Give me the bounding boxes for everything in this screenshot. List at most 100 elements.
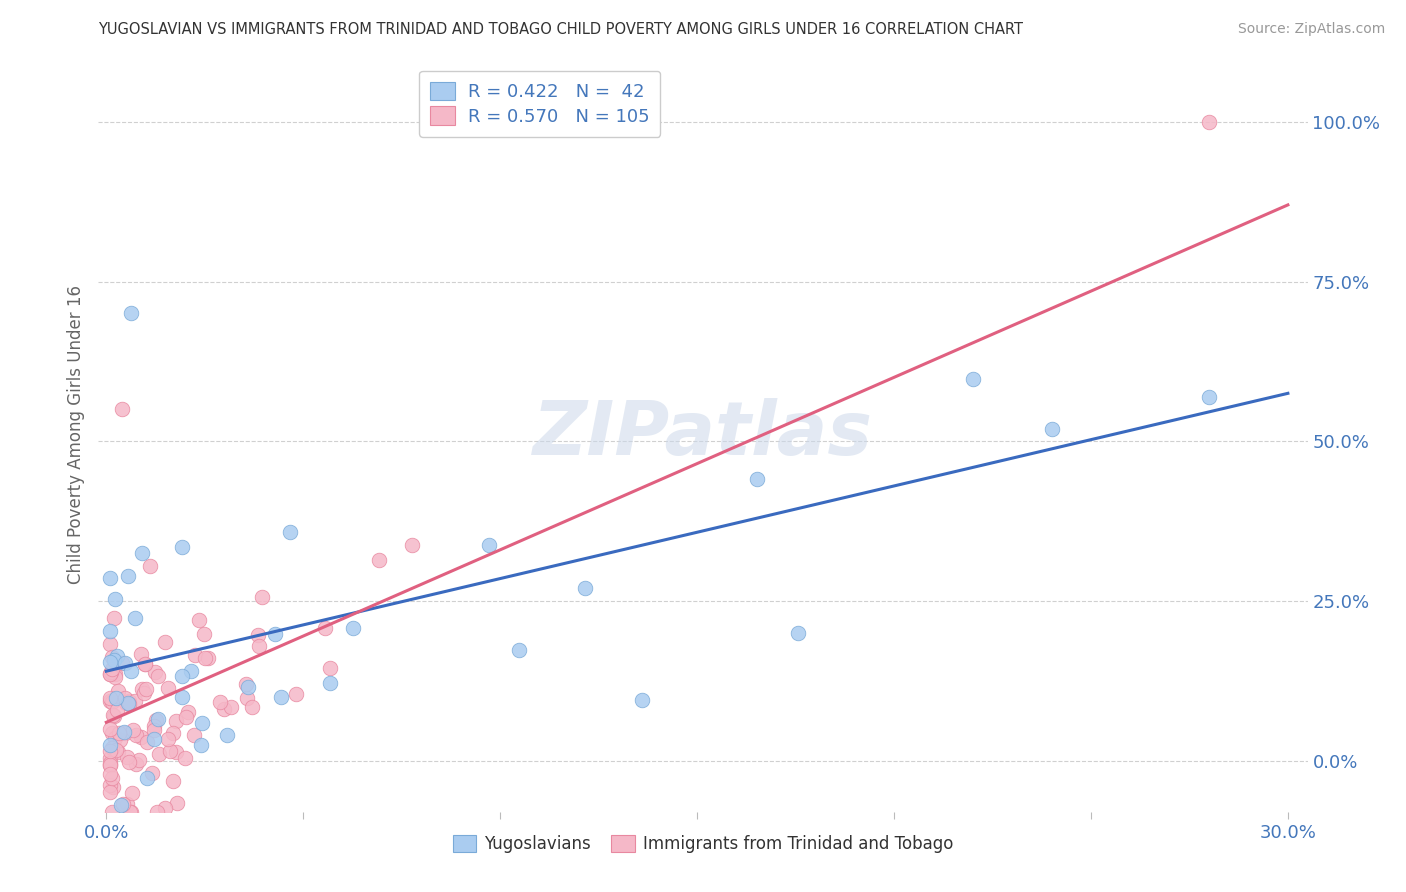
Text: ZIPatlas: ZIPatlas <box>533 399 873 471</box>
Point <box>98 739 121 753</box>
Legend: Yugoslavians, Immigrants from Trinidad and Tobago: Yugoslavians, Immigrants from Trinidad a… <box>446 829 960 860</box>
Point <box>129 730 152 744</box>
Point <box>98 767 121 781</box>
Point <box>235 690 257 705</box>
Point <box>125 756 148 771</box>
Point <box>101 741 124 756</box>
Point <box>98 693 121 707</box>
Point <box>110 798 132 813</box>
Point <box>157 731 180 746</box>
Text: Source: ZipAtlas.com: Source: ZipAtlas.com <box>1237 22 1385 37</box>
Point <box>104 731 127 745</box>
Point <box>98 723 121 737</box>
Point <box>118 756 141 770</box>
Point <box>111 402 134 417</box>
Point <box>121 786 143 800</box>
Point <box>122 723 145 738</box>
Point <box>105 703 128 717</box>
Point <box>125 728 148 742</box>
Point <box>1198 390 1220 404</box>
Point <box>319 661 342 675</box>
Point <box>263 627 285 641</box>
Point <box>104 670 127 684</box>
Point <box>174 709 197 723</box>
Point <box>153 801 176 815</box>
Point <box>114 690 136 705</box>
Point <box>98 690 121 705</box>
Point <box>111 797 134 811</box>
Point <box>101 772 124 786</box>
Point <box>143 731 166 746</box>
Point <box>155 635 177 649</box>
Point <box>141 766 163 780</box>
Text: YUGOSLAVIAN VS IMMIGRANTS FROM TRINIDAD AND TOBAGO CHILD POVERTY AMONG GIRLS UND: YUGOSLAVIAN VS IMMIGRANTS FROM TRINIDAD … <box>98 22 1024 37</box>
Point <box>1040 421 1063 435</box>
Point <box>962 372 984 386</box>
Point <box>145 665 167 679</box>
Point <box>110 733 132 747</box>
Point <box>247 628 270 642</box>
Point <box>131 681 153 696</box>
Point <box>98 751 121 765</box>
Point <box>132 686 155 700</box>
Point <box>98 757 121 772</box>
Point <box>98 756 121 771</box>
Point <box>240 700 263 714</box>
Point <box>131 546 153 560</box>
Point <box>114 726 136 740</box>
Point <box>98 744 121 758</box>
Point <box>367 552 389 566</box>
Point <box>146 712 169 726</box>
Point <box>135 681 157 696</box>
Point <box>1198 115 1220 129</box>
Point <box>100 726 122 740</box>
Point <box>142 718 165 732</box>
Point <box>108 726 131 740</box>
Point <box>114 656 136 670</box>
Point <box>170 669 193 683</box>
Point <box>478 538 501 552</box>
Point <box>145 713 167 727</box>
Point <box>107 745 129 759</box>
Point <box>166 796 188 810</box>
Point <box>105 690 128 705</box>
Point <box>103 708 125 723</box>
Point <box>184 648 207 662</box>
Point <box>111 657 134 671</box>
Point <box>170 541 193 555</box>
Point <box>98 778 121 792</box>
Point <box>134 657 156 672</box>
Point <box>250 590 273 604</box>
Y-axis label: Child Poverty Among Girls Under 16: Child Poverty Among Girls Under 16 <box>66 285 84 584</box>
Point <box>107 684 129 698</box>
Point <box>134 657 156 671</box>
Point <box>115 696 138 710</box>
Point <box>98 666 121 681</box>
Point <box>162 773 184 788</box>
Point <box>120 664 142 678</box>
Point <box>156 681 179 695</box>
Point <box>98 624 121 638</box>
Point <box>104 742 127 756</box>
Point <box>285 687 308 701</box>
Point <box>270 690 292 704</box>
Point <box>174 751 197 765</box>
Point <box>98 655 121 669</box>
Point <box>101 707 124 722</box>
Point <box>194 651 217 665</box>
Point <box>787 626 810 640</box>
Point <box>235 677 257 691</box>
Point <box>100 662 122 676</box>
Point <box>177 705 200 719</box>
Point <box>135 771 157 785</box>
Point <box>165 714 187 729</box>
Point <box>117 569 139 583</box>
Point <box>120 805 142 819</box>
Point <box>103 611 125 625</box>
Point <box>180 665 202 679</box>
Point <box>120 306 142 320</box>
Point <box>401 538 423 552</box>
Point <box>101 695 124 709</box>
Point <box>136 735 159 749</box>
Point <box>117 696 139 710</box>
